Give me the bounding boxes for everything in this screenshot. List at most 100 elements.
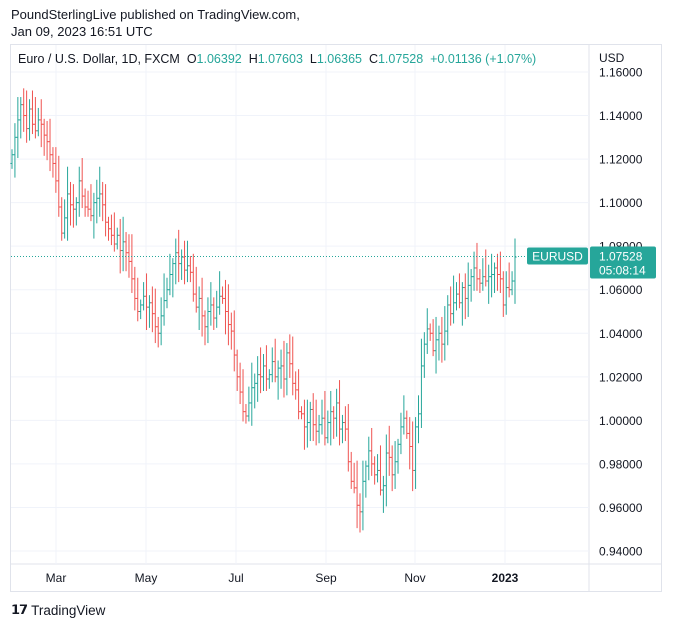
- ohlc-bar: [472, 251, 476, 291]
- tradingview-brand[interactable]: 𝟭𝟳 TradingView: [11, 602, 105, 618]
- ohlc-bar: [364, 460, 368, 498]
- publish-date: Jan 09, 2023 16:51 UTC: [11, 24, 153, 39]
- ohlc-bar: [171, 258, 175, 298]
- ohlc-bar: [343, 406, 347, 442]
- symbol-title: Euro / U.S. Dollar, 1D, FXCM: [18, 52, 180, 66]
- ohlc-bar: [223, 279, 228, 335]
- y-tick-label: 0.94000: [599, 545, 643, 559]
- ohlc-bar: [136, 277, 140, 322]
- ohlc-bar: [498, 251, 502, 293]
- ohlc-bar: [256, 356, 260, 402]
- x-tick-label: May: [135, 571, 158, 585]
- ohlc-bar: [320, 399, 324, 435]
- ohlc-bar: [425, 308, 429, 354]
- ohlc-bar: [352, 462, 356, 494]
- ohlc-bar: [180, 249, 184, 280]
- ohlc-bar: [109, 214, 114, 246]
- ohlc-bar: [101, 181, 105, 222]
- ohlc-bar: [54, 147, 58, 193]
- ohlc-bar: [215, 290, 219, 328]
- chart-frame[interactable]: [10, 44, 662, 592]
- ohlc-bar: [396, 438, 400, 474]
- x-tick-label: 2023: [492, 571, 519, 585]
- ohlc-bar: [454, 282, 459, 311]
- ohlc-bar: [437, 325, 441, 361]
- ohlc-bar: [288, 334, 292, 378]
- ohlc-bar: [258, 347, 263, 394]
- ohlc-bar: [317, 414, 321, 444]
- ohlc-bar: [501, 271, 505, 317]
- y-tick-label: 1.12000: [599, 153, 643, 167]
- ohlc-bar: [361, 460, 365, 531]
- ohlc-bar: [355, 460, 359, 529]
- ohlc-bar: [431, 319, 435, 357]
- ohlc-bar: [475, 242, 479, 291]
- high-label: H: [248, 52, 258, 66]
- ohlc-bar: [133, 266, 137, 311]
- ohlc-bar: [203, 310, 207, 346]
- symbol-tag-box: [527, 247, 588, 265]
- y-tick-label: 0.96000: [599, 501, 643, 515]
- ohlc-bar: [191, 253, 195, 302]
- ohlc-bar: [33, 97, 37, 139]
- ohlc-bar: [250, 362, 254, 426]
- ohlc-bar: [513, 238, 517, 304]
- ohlc-bar: [413, 417, 418, 489]
- ohlc-bar: [74, 197, 78, 226]
- ohlc-bar: [144, 273, 149, 331]
- y-tick-label: 1.00000: [599, 414, 643, 428]
- ohlc-bar: [440, 316, 444, 363]
- ohlc-bar: [141, 282, 146, 311]
- x-tick-label: Nov: [404, 571, 425, 585]
- y-tick-label: 1.14000: [599, 109, 643, 123]
- ohlc-bar: [337, 380, 342, 446]
- ohlc-bar: [63, 199, 67, 239]
- publisher-header: PoundSterlingLive published on TradingVi…: [11, 6, 300, 40]
- ohlc-bar: [402, 395, 406, 435]
- open-value: 1.06392: [196, 52, 242, 66]
- tradingview-logo-icon: 𝟭𝟳: [11, 602, 28, 617]
- ohlc-bar: [279, 349, 283, 389]
- ohlc-bar: [48, 118, 52, 172]
- ohlc-bar: [487, 264, 491, 304]
- ohlc-bar: [434, 316, 438, 374]
- open-label: O: [186, 52, 197, 66]
- ohlc-bar: [27, 99, 32, 141]
- ohlc-bar: [185, 240, 190, 283]
- ohlc-bar: [490, 253, 494, 298]
- ohlc-bar: [411, 421, 415, 492]
- ohlc-bar: [346, 404, 350, 472]
- ohlc-bar: [264, 345, 269, 391]
- ohlc-bar: [253, 373, 257, 409]
- ohlc-bar: [282, 340, 286, 398]
- price-axis: 1.160001.140001.120001.100001.080001.060…: [599, 51, 643, 559]
- ohlc-bar: [405, 410, 409, 439]
- ohlc-bar: [390, 445, 394, 492]
- price-tag-value: 1.07528: [599, 249, 643, 263]
- time-axis: Mar May Jul Sep Nov 2023: [46, 571, 519, 585]
- ohlc-bar: [45, 120, 49, 161]
- ohlc-bar: [229, 312, 233, 350]
- ohlc-bar: [147, 295, 152, 328]
- ohlc-bar: [19, 97, 23, 139]
- ohlc-bar: [103, 184, 108, 237]
- ohlc-bar: [153, 288, 157, 344]
- ohlc-bar: [139, 299, 143, 320]
- ohlc-bar: [267, 369, 271, 389]
- ohlc-bar: [121, 216, 125, 272]
- ohlc-bar: [71, 184, 76, 228]
- symbol-legend[interactable]: Euro / U.S. Dollar, 1D, FXCM O1.06392 H 1…: [18, 52, 536, 66]
- low-value: 1.06365: [316, 52, 362, 66]
- ohlc-bar: [57, 155, 61, 217]
- ohlc-bar: [294, 371, 298, 400]
- ohlc-bar: [481, 258, 485, 291]
- ohlc-bar: [285, 343, 289, 396]
- y-tick-label: 0.98000: [599, 457, 643, 471]
- ohlc-bar: [159, 297, 163, 346]
- ohlc-bar: [314, 399, 318, 446]
- ohlc-bar: [510, 271, 514, 296]
- ohlc-bar: [168, 253, 172, 296]
- x-tick-label: Mar: [46, 571, 67, 585]
- y-tick-label: 1.02000: [599, 370, 643, 384]
